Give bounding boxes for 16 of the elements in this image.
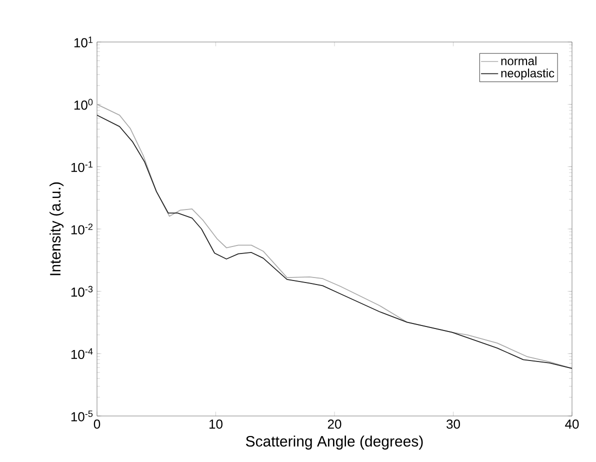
y-tick-label: 10$^{0}$ (74, 98, 93, 110)
x-tick-label: 20 (328, 420, 342, 429)
y-axis-title: Intensity (a.u.) (50, 182, 64, 276)
x-tick-label: 30 (446, 420, 460, 429)
x-tick-label: 0 (94, 420, 100, 429)
y-tick-label: 10$^{-3}$ (71, 286, 93, 297)
y-tick-label: 10$^{-5}$ (71, 410, 93, 422)
legend-label: normal (501, 56, 536, 66)
y-tick-label: 10$^{-2}$ (71, 224, 93, 234)
x-tick-label: 10 (210, 420, 222, 429)
y-tick-label: 10$^{-1}$ (71, 161, 93, 172)
legend-label: neoplastic (501, 68, 554, 80)
x-axis-title: Scattering Angle (degrees) (246, 436, 423, 450)
x-tick-label: 40 (565, 420, 579, 429)
y-tick-label: 10$^{1}$ (74, 36, 93, 48)
y-tick-label: 10$^{-4}$ (71, 348, 93, 360)
